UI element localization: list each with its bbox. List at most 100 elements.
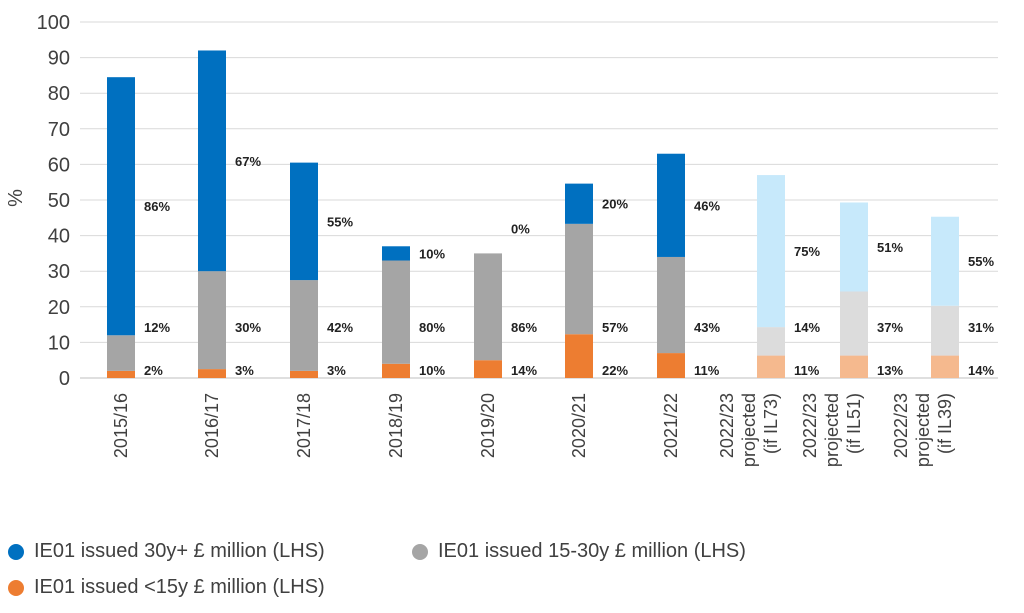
legend-item-30y: IE01 issued 30y+ £ million (LHS) [8,540,325,563]
bar-segment-30yplus-2 [290,162,318,281]
category-label-7-line-0: 2022/23 [717,393,737,458]
category-label-3-line-0: 2018/19 [386,393,406,458]
y-tick-label-20: 20 [48,297,70,319]
pct-label-15-30y-4: 86% [511,320,537,335]
y-tick-label-30: 30 [48,261,70,283]
category-label-7: 2022/23 projected (if IL73) [717,393,781,467]
bar-segment-15-30y-3 [382,260,410,364]
y-tick-label-100: 100 [37,12,70,34]
bar-segment-15-30y-0 [107,335,135,371]
category-label-9-line-0: 2022/23 [891,393,911,458]
bar-segment-lt15y-8 [840,355,868,378]
pct-label-15-30y-7: 14% [794,320,820,335]
pct-label-15-30y-9: 31% [968,320,994,335]
category-label-0: 2015/16 [111,393,131,458]
pct-label-15-30y-8: 37% [877,320,903,335]
category-label-8-line-0: 2022/23 [800,393,820,458]
bar-segment-lt15y-0 [107,370,135,378]
bar-segment-lt15y-2 [290,370,318,378]
y-tick-label-0: 0 [59,368,70,390]
bar-segment-15-30y-9 [931,305,959,356]
bar-segment-30yplus-1 [198,50,226,272]
bar-segment-lt15y-6 [657,353,685,378]
category-label-7-line-2: (if IL73) [761,393,781,454]
bar-segment-15-30y-1 [198,271,226,370]
category-label-4-line-0: 2019/20 [478,393,498,458]
bar-segment-15-30y-8 [840,291,868,356]
bar-segment-lt15y-7 [757,355,785,378]
category-label-1-line-0: 2016/17 [202,393,222,458]
bar-segment-lt15y-5 [565,334,593,378]
bar-segment-lt15y-3 [382,363,410,378]
category-label-9-line-2: (if IL39) [935,393,955,454]
category-label-2: 2017/18 [294,393,314,458]
y-axis-ticks: 0 10 20 30 40 50 60 70 80 90 100 [37,12,70,390]
bar-segment-15-30y-7 [757,327,785,356]
pct-label-15-30y-5: 57% [602,320,628,335]
category-label-3: 2018/19 [386,393,406,458]
pct-label-15-30y-0: 12% [144,320,170,335]
category-label-8-line-1: projected [822,393,842,467]
pct-label-15-30y-2: 42% [327,320,353,335]
pct-label-30yplus-1: 67% [235,154,261,169]
pct-label-30yplus-5: 20% [602,197,628,212]
bar-segment-30yplus-3 [382,246,410,261]
bar-segment-lt15y-1 [198,369,226,378]
legend-item-15-30y: IE01 issued 15-30y £ million (LHS) [412,540,746,563]
pct-label-30yplus-3: 10% [419,246,445,261]
legend: IE01 issued 30y+ £ million (LHS) IE01 is… [8,540,1008,610]
legend-label-15y: IE01 issued <15y £ million (LHS) [34,576,325,598]
category-label-0-line-0: 2015/16 [111,393,131,458]
bar-segment-15-30y-2 [290,280,318,371]
pct-label-15-30y-3: 80% [419,320,445,335]
pct-label-30yplus-8: 51% [877,240,903,255]
category-label-1: 2016/17 [202,393,222,458]
pct-label-lt15y-7: 11% [794,363,820,378]
y-tick-label-80: 80 [48,83,70,105]
bars [107,50,959,378]
category-label-8: 2022/23 projected (if IL51) [800,393,864,467]
y-tick-label-90: 90 [48,48,70,70]
y-tick-label-10: 10 [48,332,70,354]
gridlines [80,21,998,379]
category-label-6: 2021/22 [661,393,681,458]
category-label-5-line-0: 2020/21 [569,393,589,458]
category-label-7-line-1: projected [739,393,759,467]
pct-label-lt15y-1: 3% [235,363,254,378]
pct-label-30yplus-2: 55% [327,214,353,229]
category-label-9: 2022/23 projected (if IL39) [891,393,955,467]
pct-label-30yplus-9: 55% [968,254,994,269]
bar-segment-15-30y-4 [474,253,502,361]
category-label-4: 2019/20 [478,393,498,458]
pct-label-lt15y-6: 11% [694,363,720,378]
bar-segment-30yplus-7 [757,175,785,328]
y-tick-label-50: 50 [48,190,70,212]
legend-label-30y: IE01 issued 30y+ £ million (LHS) [34,540,325,562]
category-label-6-line-0: 2021/22 [661,393,681,458]
bar-segment-30yplus-5 [565,183,593,224]
y-tick-label-60: 60 [48,154,70,176]
category-label-2-line-0: 2017/18 [294,393,314,458]
legend-item-15y: IE01 issued <15y £ million (LHS) [8,576,325,599]
percentage-labels: 2% 12% 86% 3% 30% 67% 3% 42% 55% 10% 80% 10% 14% 86% 0… [144,154,994,378]
bar-segment-30yplus-0 [107,77,135,336]
pct-label-lt15y-9: 14% [968,363,994,378]
x-axis-category-labels: 2015/16 2016/17 2017/18 2018/19 2019/20 2020/… [111,393,955,467]
pct-label-lt15y-5: 22% [602,363,628,378]
category-label-9-line-1: projected [913,393,933,467]
pct-label-lt15y-3: 10% [419,363,445,378]
legend-swatch-15y [8,579,24,596]
pct-label-lt15y-4: 14% [511,363,537,378]
y-tick-label-70: 70 [48,119,70,141]
pct-label-30yplus-0: 86% [144,199,170,214]
pct-label-30yplus-7: 75% [794,244,820,259]
bar-segment-30yplus-9 [931,216,959,306]
pct-label-lt15y-2: 3% [327,363,346,378]
category-label-5: 2020/21 [569,393,589,458]
legend-swatch-15-30y [412,543,428,560]
bar-segment-15-30y-5 [565,223,593,335]
bar-segment-lt15y-4 [474,360,502,378]
pct-label-lt15y-8: 13% [877,363,903,378]
pct-label-lt15y-0: 2% [144,363,163,378]
